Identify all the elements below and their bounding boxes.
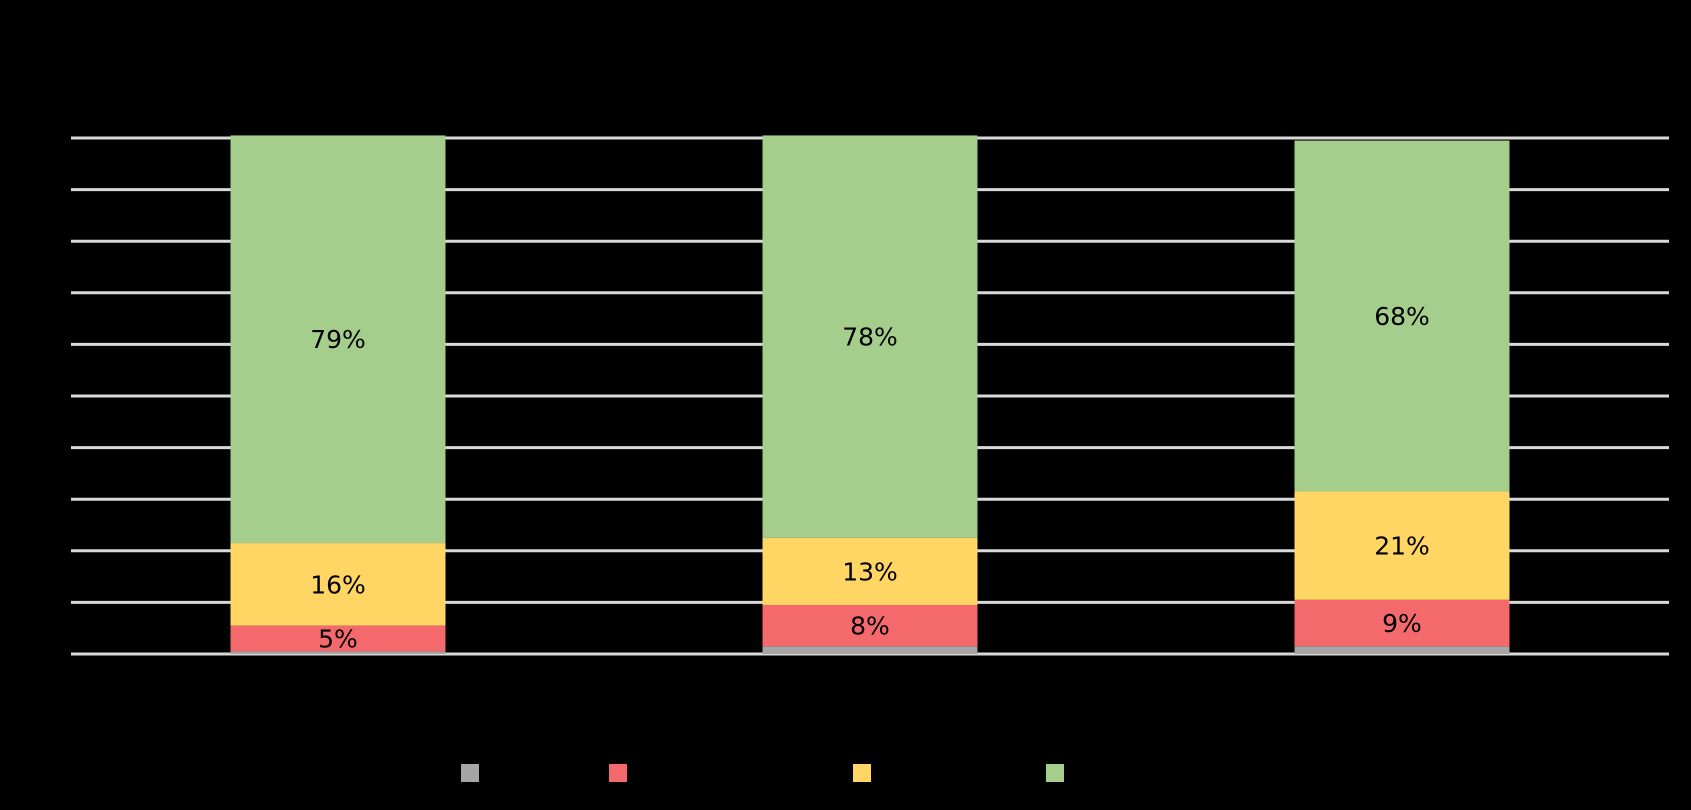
bar-segment xyxy=(762,646,978,654)
data-label: 78% xyxy=(842,323,898,352)
bar-segment xyxy=(762,537,978,605)
bar-segment xyxy=(1294,646,1510,654)
legend xyxy=(461,764,1064,782)
bar-segment xyxy=(1294,140,1510,492)
legend-swatch xyxy=(461,764,479,782)
bar-segment xyxy=(1294,599,1510,647)
legend-swatch xyxy=(853,764,871,782)
data-labels: 5% 16% 79% 8% 13% 78% 9% 21% 68% xyxy=(310,302,1430,654)
data-label: 9% xyxy=(1382,609,1422,638)
bar-segment xyxy=(230,651,446,654)
data-label: 13% xyxy=(842,557,898,586)
data-label: 5% xyxy=(318,625,358,654)
legend-swatch xyxy=(1046,764,1064,782)
data-label: 68% xyxy=(1374,302,1430,331)
bar-segment xyxy=(230,543,446,626)
data-label: 8% xyxy=(850,612,890,641)
data-label: 79% xyxy=(310,325,366,354)
bars xyxy=(230,135,1510,654)
bar-segment xyxy=(1294,491,1510,600)
legend-swatch xyxy=(609,764,627,782)
data-label: 21% xyxy=(1374,532,1430,561)
bar-segment xyxy=(762,604,978,647)
bar-segment xyxy=(230,625,446,652)
bar-segment xyxy=(762,135,978,538)
bar-segment xyxy=(230,135,446,544)
data-label: 16% xyxy=(310,570,366,599)
